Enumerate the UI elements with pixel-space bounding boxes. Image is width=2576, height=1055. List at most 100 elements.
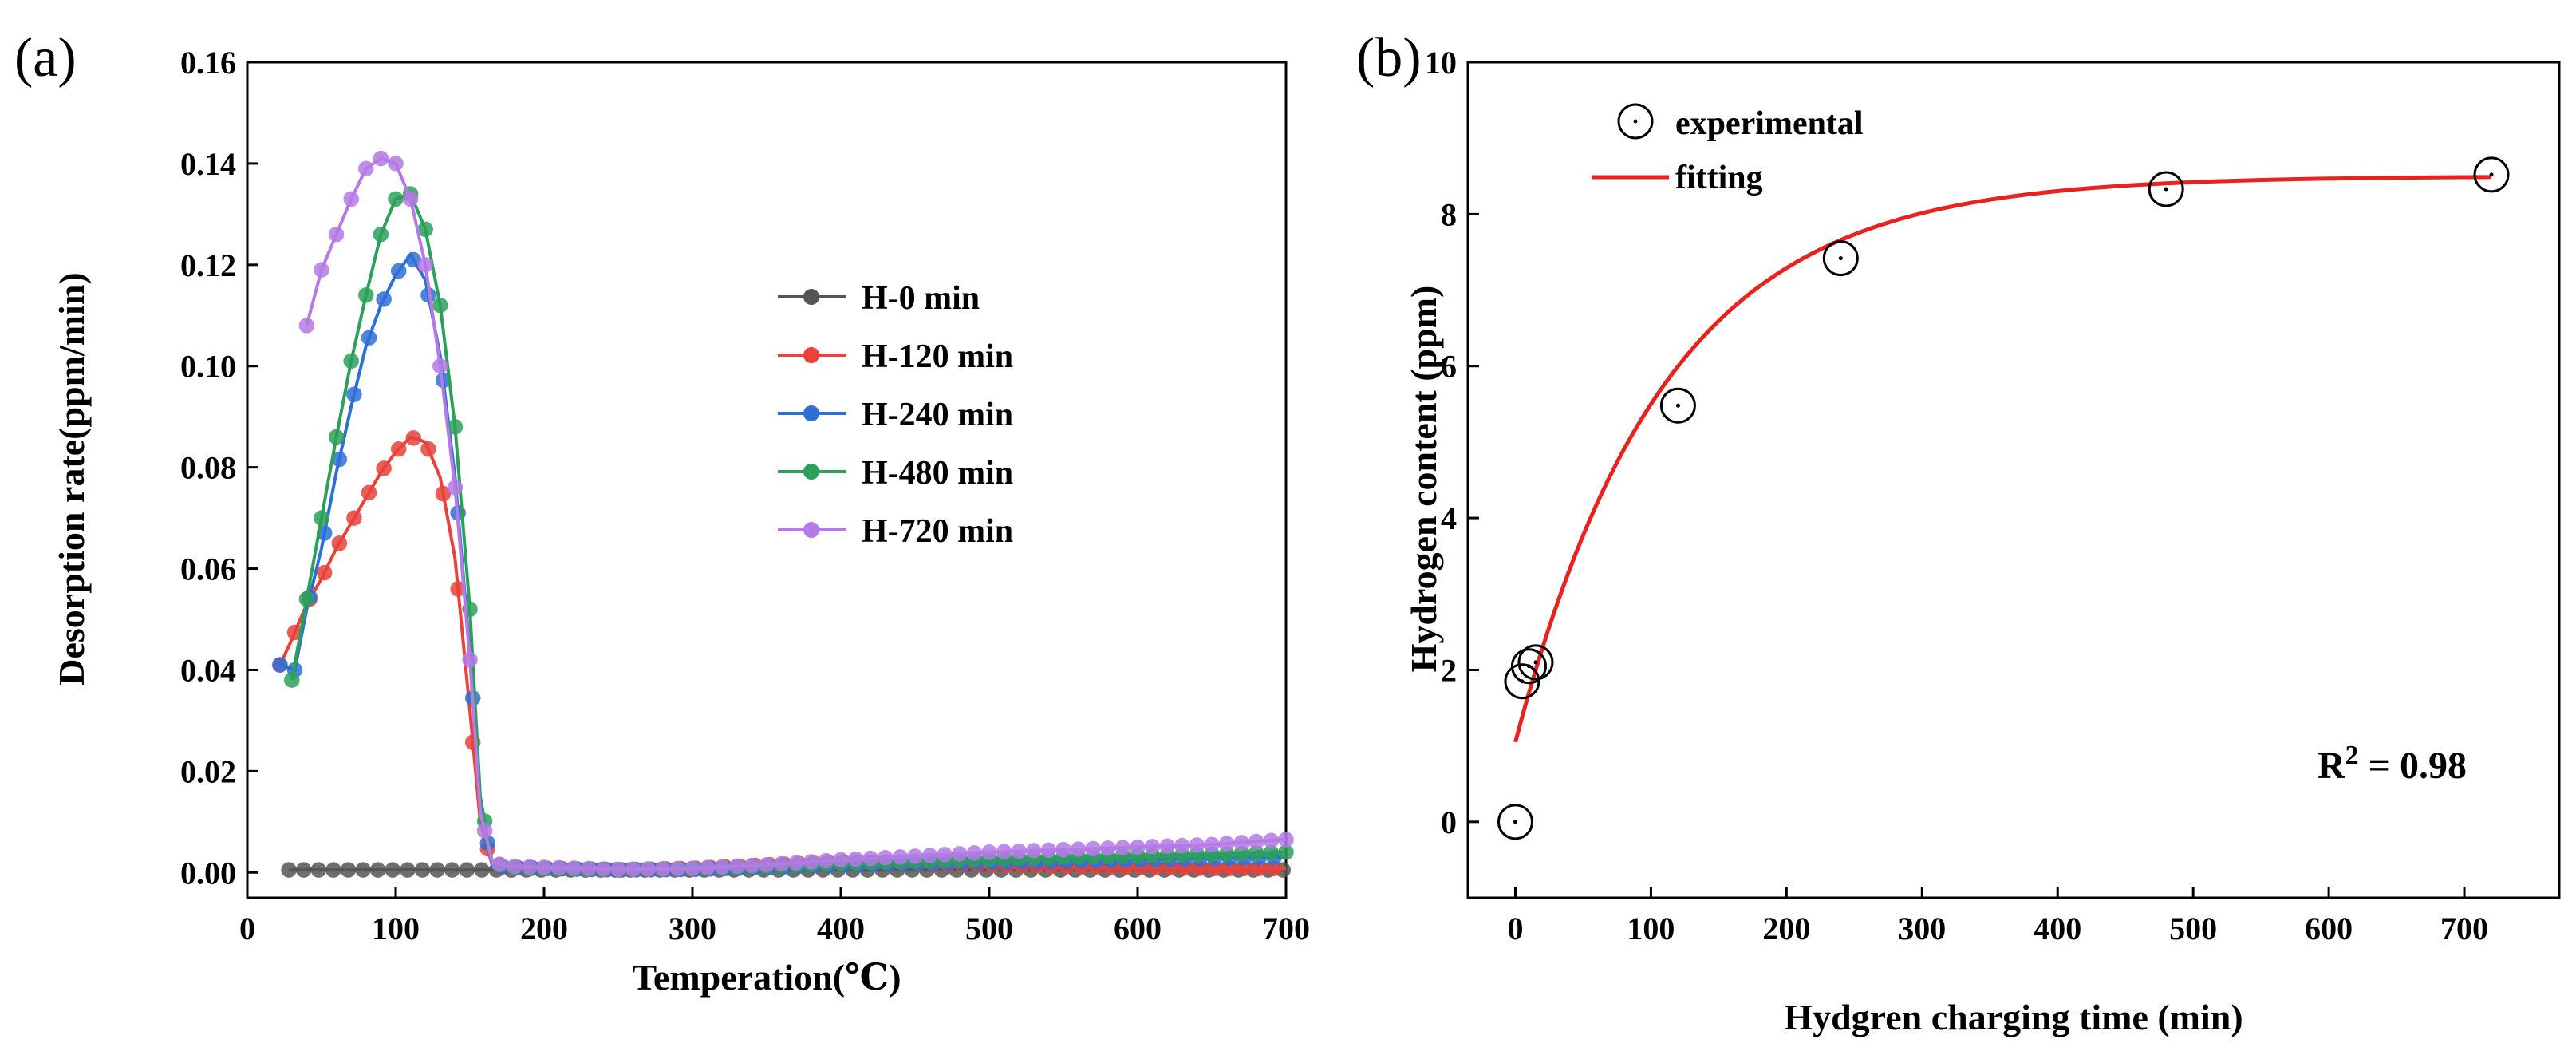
a-data-point xyxy=(414,862,431,878)
a-data-point xyxy=(655,860,671,877)
a-data-point xyxy=(346,510,362,526)
a-data-point xyxy=(1174,837,1190,854)
a-data-point xyxy=(907,848,923,864)
a-data-point xyxy=(314,510,329,526)
b-x-tick-label: 300 xyxy=(1898,911,1946,946)
a-data-point xyxy=(699,859,716,876)
a-data-point xyxy=(966,845,983,861)
a-data-point xyxy=(744,857,760,874)
a-data-point xyxy=(878,849,894,866)
a-data-point xyxy=(862,850,878,867)
a-y-tick-label: 0.12 xyxy=(180,247,236,283)
a-data-point xyxy=(420,441,436,457)
a-data-point xyxy=(474,862,490,878)
a-legend-swatch-marker xyxy=(803,464,819,480)
b-y-tick-label: 6 xyxy=(1441,349,1457,385)
a-legend-swatch-marker xyxy=(803,522,819,538)
b-x-tick-label: 400 xyxy=(2034,911,2081,946)
b-data-point xyxy=(2148,171,2184,207)
a-data-point xyxy=(610,861,626,878)
b-panel-label: (b) xyxy=(1356,27,1422,89)
a-series-line xyxy=(278,435,1286,872)
a-data-point xyxy=(417,257,433,273)
b-data-point-dot xyxy=(2164,187,2168,192)
a-data-point xyxy=(343,353,359,369)
a-data-point xyxy=(272,657,288,673)
a-data-point xyxy=(314,262,329,278)
a-series-h-240-min xyxy=(272,251,1287,878)
a-data-point xyxy=(400,862,416,878)
a-x-tick-label: 300 xyxy=(669,911,716,946)
a-data-point xyxy=(402,191,419,207)
a-y-tick-label: 0.06 xyxy=(180,551,236,587)
a-y-tick-label: 0.08 xyxy=(180,450,236,486)
a-x-tick-label: 400 xyxy=(817,911,865,946)
a-axes-frame xyxy=(246,61,1288,899)
a-data-point xyxy=(1040,842,1057,859)
b-y-axis-label: Hydrogen content (ppm) xyxy=(1403,286,1444,673)
b-x-tick-label: 500 xyxy=(2169,911,2217,946)
a-data-point xyxy=(1233,835,1249,851)
a-y-axis-label: Desorption rate(ppm/min) xyxy=(51,272,92,685)
a-y-tick-label: 0.04 xyxy=(180,652,236,688)
b-x-tick-label: 700 xyxy=(2440,911,2488,946)
b-axes-frame xyxy=(1466,61,2561,899)
a-data-point xyxy=(669,860,686,877)
a-data-point xyxy=(346,386,362,403)
b-data-point-dot xyxy=(1675,403,1680,408)
b-y-tick-label: 10 xyxy=(1425,45,1457,81)
b-data-point-dot xyxy=(1513,820,1517,824)
a-data-point xyxy=(818,852,834,869)
a-data-point xyxy=(432,297,448,314)
a-data-point xyxy=(521,859,538,875)
panel-b-chart: 0 100 200 300 400 500 600 700 0 2 4 6 8 10 Hydgren cha… xyxy=(1356,27,2561,1037)
a-data-point xyxy=(361,330,377,346)
a-series-h-480-min xyxy=(284,186,1294,878)
a-x-axis-label: Temperation(℃) xyxy=(632,957,901,998)
a-x-tick-label: 500 xyxy=(965,911,1013,946)
a-data-point xyxy=(385,862,401,878)
b-legend-swatch-marker xyxy=(1617,103,1654,140)
a-data-point xyxy=(376,291,392,307)
b-data-point xyxy=(1822,240,1859,277)
a-data-point xyxy=(310,862,327,878)
a-data-point xyxy=(491,856,507,872)
a-legend-label: H-720 min xyxy=(862,513,1013,550)
a-data-point xyxy=(376,460,392,476)
a-data-point xyxy=(1263,832,1280,849)
a-data-point xyxy=(625,861,641,877)
b-data-point-dot xyxy=(1526,664,1531,669)
a-data-point xyxy=(390,441,407,457)
a-data-point xyxy=(343,191,359,207)
a-data-point xyxy=(1026,843,1042,859)
a-data-point xyxy=(1204,836,1220,853)
a-x-tick-label: 600 xyxy=(1114,911,1162,946)
b-legend: experimental fitting xyxy=(1592,103,1864,196)
a-data-point xyxy=(803,854,819,870)
a-data-point xyxy=(536,859,552,875)
b-x-tick-label: 0 xyxy=(1507,911,1523,946)
b-data-point xyxy=(1659,387,1696,424)
a-data-point xyxy=(550,859,567,876)
a-data-point xyxy=(328,226,345,243)
a-data-point xyxy=(773,855,790,872)
a-data-point xyxy=(1249,833,1264,850)
a-series-line xyxy=(279,251,1287,872)
b-fit-curve xyxy=(1513,175,2492,743)
a-y-tick-label: 0.16 xyxy=(180,45,236,81)
a-legend-label: H-120 min xyxy=(862,338,1013,375)
b-data-point-dot xyxy=(1533,660,1538,665)
a-data-point xyxy=(388,191,404,207)
a-data-point xyxy=(1218,836,1235,852)
a-data-point xyxy=(581,860,597,877)
a-data-point xyxy=(507,859,523,875)
a-legend-swatch-marker xyxy=(803,289,819,305)
a-series-h-120-min xyxy=(272,430,1286,878)
a-data-point xyxy=(459,862,475,878)
a-data-point xyxy=(295,862,312,878)
a-data-point xyxy=(417,221,433,238)
a-data-point xyxy=(595,861,612,877)
a-data-point xyxy=(1159,838,1175,855)
b-data-point xyxy=(1504,663,1540,700)
